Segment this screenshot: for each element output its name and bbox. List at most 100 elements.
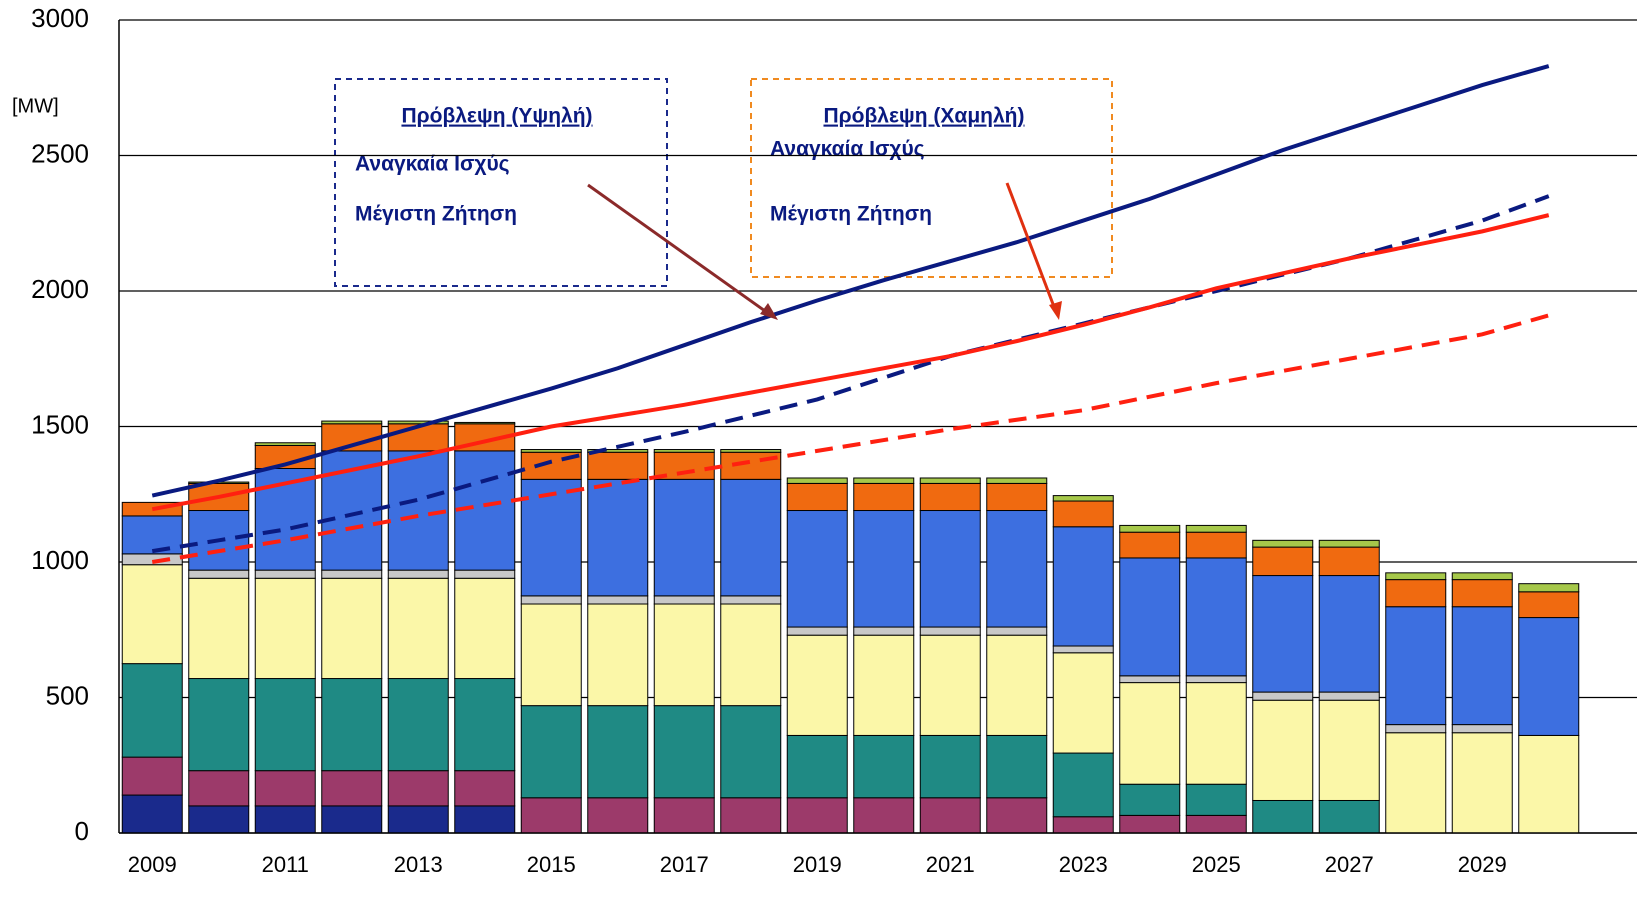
bar-segment xyxy=(787,483,847,510)
bar-segment xyxy=(1319,547,1379,575)
bar-segment xyxy=(1319,700,1379,800)
bar-segment xyxy=(654,450,714,453)
bar-segment xyxy=(920,483,980,510)
bar-segment xyxy=(388,570,448,578)
bar-segment xyxy=(1452,733,1512,833)
bar-segment xyxy=(787,478,847,483)
bar-segment xyxy=(388,806,448,833)
bar-segment xyxy=(322,421,382,424)
bar-segment xyxy=(1186,683,1246,785)
bar-segment xyxy=(654,479,714,596)
bar-segment xyxy=(1519,584,1579,592)
arrow xyxy=(1007,183,1056,312)
bar-segment xyxy=(654,706,714,798)
legend-title: Πρόβλεψη (Υψηλή) xyxy=(401,105,592,128)
bar-segment xyxy=(1319,800,1379,833)
bar-segment xyxy=(322,679,382,771)
bar-segment xyxy=(322,570,382,578)
bar-segment xyxy=(189,570,249,578)
bar-segment xyxy=(1053,817,1113,833)
bar-segment xyxy=(721,596,781,604)
x-tick-label: 2015 xyxy=(527,852,576,877)
bar-segment xyxy=(654,798,714,833)
bar-segment xyxy=(787,798,847,833)
bar-segment xyxy=(721,450,781,453)
legend-title: Πρόβλεψη (Χαμηλή) xyxy=(823,105,1024,128)
bar-segment xyxy=(1053,653,1113,753)
bar-segment xyxy=(455,570,515,578)
y-tick-label: 500 xyxy=(46,680,89,710)
bar-segment xyxy=(987,511,1047,628)
bar-segment xyxy=(654,596,714,604)
bar-segment xyxy=(189,578,249,678)
bar-segment xyxy=(588,798,648,833)
bar-segment xyxy=(1386,607,1446,725)
bar-segment xyxy=(654,604,714,706)
bar-segment xyxy=(1186,784,1246,815)
bar-segment xyxy=(854,511,914,628)
bar-segment xyxy=(189,679,249,771)
bar-segment xyxy=(189,771,249,806)
bar-segment xyxy=(388,771,448,806)
bar-segment xyxy=(255,443,315,446)
x-tick-label: 2023 xyxy=(1059,852,1108,877)
x-tick-label: 2009 xyxy=(128,852,177,877)
x-tick-label: 2029 xyxy=(1458,852,1507,877)
bar-segment xyxy=(455,806,515,833)
bar-segment xyxy=(588,452,648,479)
bar-segment xyxy=(721,479,781,596)
x-tick-label: 2011 xyxy=(262,852,309,877)
bar-segment xyxy=(1120,558,1180,676)
bar-segment xyxy=(787,511,847,628)
bar-segment xyxy=(255,806,315,833)
bar-segment xyxy=(255,679,315,771)
bar-segment xyxy=(1186,676,1246,683)
bar-segment xyxy=(920,627,980,635)
bar-segment xyxy=(455,422,515,423)
bar-segment xyxy=(588,706,648,798)
bar-segment xyxy=(987,735,1047,797)
bar-segment xyxy=(388,578,448,678)
bar-segment xyxy=(521,596,581,604)
bar-segment xyxy=(122,757,182,795)
bar-segment xyxy=(787,627,847,635)
y-tick-label: 1000 xyxy=(31,545,89,575)
bar-segment xyxy=(1253,576,1313,693)
bar-segment xyxy=(1452,573,1512,580)
bar-segment xyxy=(987,483,1047,510)
bar-segment xyxy=(122,565,182,664)
bar-segment xyxy=(521,706,581,798)
bar-segment xyxy=(1053,527,1113,646)
bar-segment xyxy=(987,798,1047,833)
bar-segment xyxy=(1319,576,1379,693)
bar-segment xyxy=(987,635,1047,735)
bar-segment xyxy=(1452,725,1512,733)
bar-segment xyxy=(787,635,847,735)
bar-segment xyxy=(588,596,648,604)
bar-segment xyxy=(122,664,182,757)
bar-segment xyxy=(1386,733,1446,833)
y-tick-label: 3000 xyxy=(31,3,89,33)
bar-segment xyxy=(1253,540,1313,547)
bar-segment xyxy=(1452,580,1512,607)
bar-segment xyxy=(987,478,1047,483)
bar-segment xyxy=(122,795,182,833)
bar-segment xyxy=(1452,607,1512,725)
bar-segment xyxy=(189,806,249,833)
x-tick-label: 2027 xyxy=(1325,852,1374,877)
bar-segment xyxy=(1253,700,1313,800)
bar-segment xyxy=(388,679,448,771)
bar-segment xyxy=(588,479,648,596)
y-tick-label: 1500 xyxy=(31,409,89,439)
x-tick-label: 2019 xyxy=(793,852,842,877)
legend-item: Μέγιστη Ζήτηση xyxy=(770,203,932,226)
x-tick-label: 2025 xyxy=(1192,852,1241,877)
bar-segment xyxy=(1386,725,1446,733)
bar-segment xyxy=(322,806,382,833)
bar-segment xyxy=(1386,573,1446,580)
y-tick-label: 0 xyxy=(75,816,89,846)
bar-segment xyxy=(255,578,315,678)
bar-segment xyxy=(1120,683,1180,785)
bar-segment xyxy=(1386,580,1446,607)
arrow xyxy=(588,185,772,316)
